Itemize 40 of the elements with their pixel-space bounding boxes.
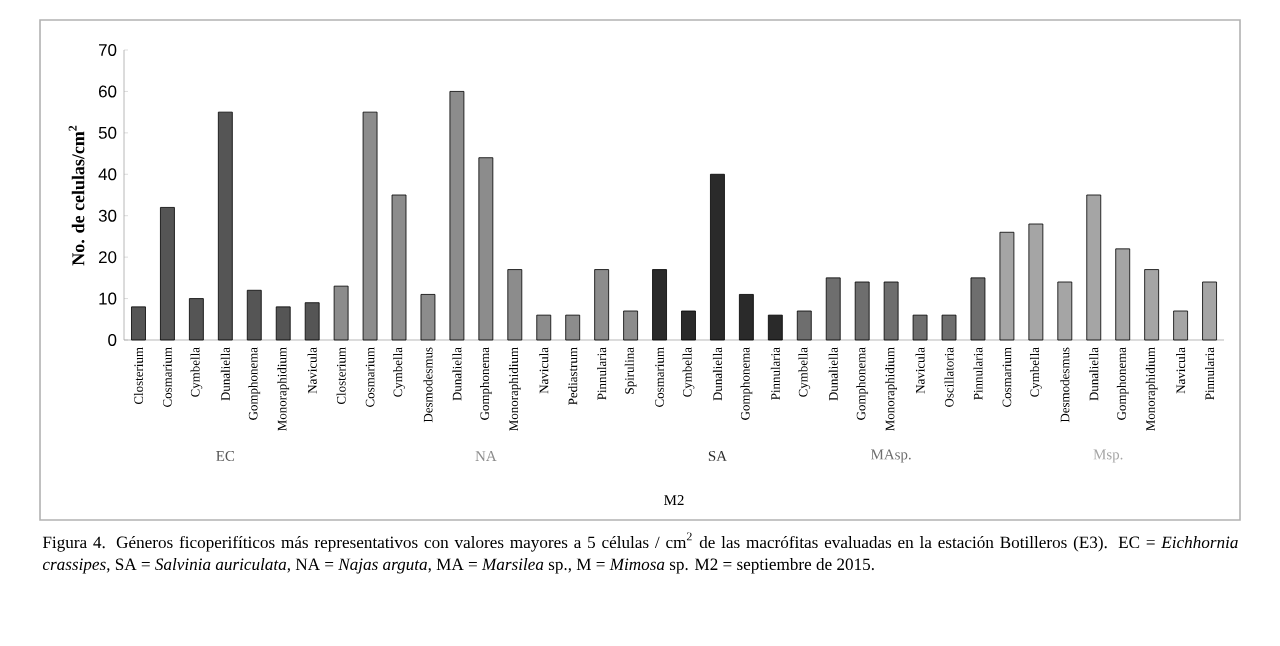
bar — [883, 281, 899, 341]
bar — [565, 314, 581, 341]
bar — [391, 194, 407, 341]
bar — [131, 306, 146, 341]
bar — [970, 277, 986, 341]
y-tick-label: 60 — [99, 85, 117, 98]
bar — [796, 310, 812, 341]
bar — [478, 157, 494, 341]
bar — [188, 298, 204, 341]
bar — [217, 111, 233, 341]
y-tick-label: 30 — [98, 209, 117, 222]
bar — [536, 314, 552, 341]
bar — [304, 302, 320, 341]
bar — [275, 306, 291, 341]
bar — [825, 277, 841, 341]
y-tick-label: 40 — [98, 168, 117, 181]
bar — [912, 314, 928, 341]
bar — [738, 294, 754, 341]
bar — [420, 294, 436, 341]
bar — [623, 310, 638, 341]
bar — [594, 269, 610, 341]
y-tick-label: 50 — [98, 126, 117, 139]
bar — [507, 269, 523, 341]
text: Figura 4. Géneros ficoperifíticos más representativos con valores mayores a 5 células / cm$^{2}$ de las macrófitas evaluadas en la estación Botilleros (E3). EC = Eichhornia crassipes, SA = Salvinia auriculata, NA = Najas arguta, MA = Marsilea sp., M = Mimosa sp. M2 = septiembre de 2015. — [42, 532, 1238, 574]
bar — [710, 173, 725, 341]
bar — [854, 281, 870, 341]
y-tick-label: 10 — [99, 292, 117, 305]
y-axis-title: No. de celulas/cm$^{2}$ — [68, 125, 85, 266]
bar — [652, 269, 667, 341]
bar — [246, 289, 262, 341]
bar — [449, 91, 465, 341]
bar — [333, 285, 349, 341]
y-tick-label: 0 — [108, 334, 117, 346]
bar — [941, 314, 957, 341]
y-tick-label: 70 — [99, 44, 117, 56]
bar — [767, 314, 783, 341]
bar — [681, 310, 696, 341]
y-tick-label: 20 — [98, 251, 117, 264]
bar — [160, 207, 175, 341]
bar — [362, 111, 378, 341]
